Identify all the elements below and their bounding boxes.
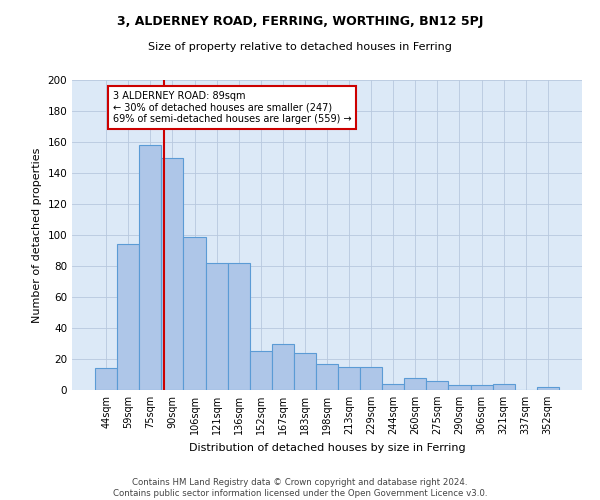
Bar — [95, 368, 117, 390]
Bar — [250, 351, 272, 390]
Bar — [161, 158, 184, 390]
Bar — [470, 386, 493, 390]
Bar — [427, 380, 448, 390]
Bar — [117, 244, 139, 390]
Bar — [294, 353, 316, 390]
Bar — [382, 384, 404, 390]
Bar — [404, 378, 427, 390]
Bar — [338, 367, 360, 390]
Bar — [227, 263, 250, 390]
Bar — [206, 263, 227, 390]
Bar — [537, 387, 559, 390]
Text: 3, ALDERNEY ROAD, FERRING, WORTHING, BN12 5PJ: 3, ALDERNEY ROAD, FERRING, WORTHING, BN1… — [117, 15, 483, 28]
Y-axis label: Number of detached properties: Number of detached properties — [32, 148, 42, 322]
Bar — [184, 236, 206, 390]
Bar — [316, 364, 338, 390]
Text: Contains HM Land Registry data © Crown copyright and database right 2024.
Contai: Contains HM Land Registry data © Crown c… — [113, 478, 487, 498]
Bar — [139, 145, 161, 390]
Bar — [360, 367, 382, 390]
Bar — [448, 386, 470, 390]
Text: 3 ALDERNEY ROAD: 89sqm
← 30% of detached houses are smaller (247)
69% of semi-de: 3 ALDERNEY ROAD: 89sqm ← 30% of detached… — [113, 91, 352, 124]
X-axis label: Distribution of detached houses by size in Ferring: Distribution of detached houses by size … — [188, 442, 466, 452]
Text: Size of property relative to detached houses in Ferring: Size of property relative to detached ho… — [148, 42, 452, 52]
Bar — [272, 344, 294, 390]
Bar — [493, 384, 515, 390]
